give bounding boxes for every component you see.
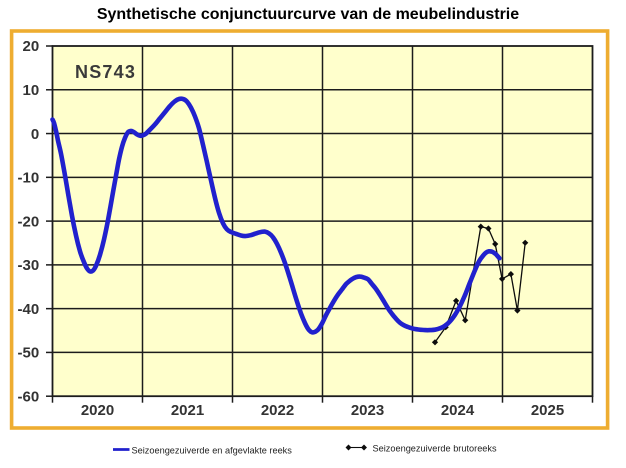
svg-text:0: 0 [31, 126, 39, 143]
svg-text:2024: 2024 [441, 402, 475, 419]
svg-text:2021: 2021 [171, 402, 204, 419]
svg-text:-50: -50 [18, 345, 40, 362]
svg-text:2023: 2023 [351, 402, 384, 419]
svg-text:Seizoengezuiverde brutoreeks: Seizoengezuiverde brutoreeks [373, 444, 498, 454]
svg-text:10: 10 [23, 82, 40, 99]
svg-text:Synthetische conjunctuurcurve: Synthetische conjunctuurcurve van de meu… [97, 6, 519, 23]
svg-text:Seizoengezuiverde en afgevlakt: Seizoengezuiverde en afgevlakte reeks [132, 446, 293, 456]
svg-text:-60: -60 [18, 388, 40, 405]
svg-text:-30: -30 [18, 257, 40, 274]
svg-text:-10: -10 [18, 170, 40, 187]
svg-text:20: 20 [23, 38, 40, 55]
svg-text:-40: -40 [18, 301, 40, 318]
svg-text:-20: -20 [18, 213, 40, 230]
svg-text:2022: 2022 [261, 402, 294, 419]
svg-text:NS743: NS743 [75, 62, 136, 82]
svg-text:2025: 2025 [531, 402, 564, 419]
svg-text:2020: 2020 [81, 402, 114, 419]
